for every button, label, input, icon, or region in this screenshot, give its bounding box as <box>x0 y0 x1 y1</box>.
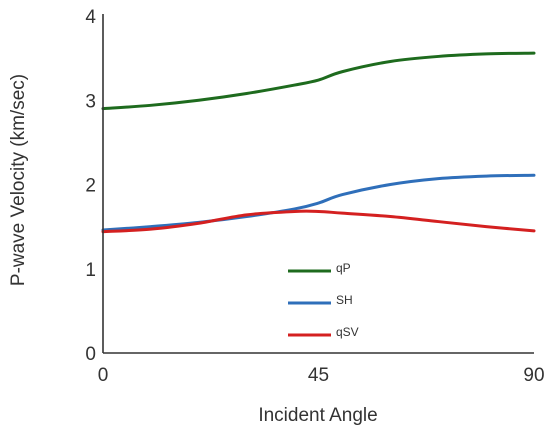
x-tick-label: 45 <box>308 365 329 386</box>
legend-label-qp: qP <box>336 261 351 275</box>
series-line-sh <box>101 173 536 232</box>
x-axis-title: Incident Angle <box>258 405 377 426</box>
y-tick-label: 3 <box>85 91 96 112</box>
y-axis-title: P-wave Velocity (km/sec) <box>8 74 29 286</box>
axes: 0 1 2 3 4 0 45 90 <box>85 7 544 386</box>
plot-area <box>101 51 536 234</box>
series-line-qp <box>101 51 536 111</box>
y-tick-label: 0 <box>85 344 96 365</box>
y-tick-label: 1 <box>85 260 96 281</box>
x-tick-label: 90 <box>523 365 544 386</box>
legend-label-qsv: qSV <box>336 325 359 339</box>
legend: qP SH qSV <box>288 261 359 339</box>
x-tick-label: 0 <box>98 365 109 386</box>
y-tick-label: 2 <box>85 176 96 197</box>
y-tick-label: 4 <box>85 7 96 28</box>
series-line-qsv <box>101 209 536 234</box>
legend-label-sh: SH <box>336 293 353 307</box>
